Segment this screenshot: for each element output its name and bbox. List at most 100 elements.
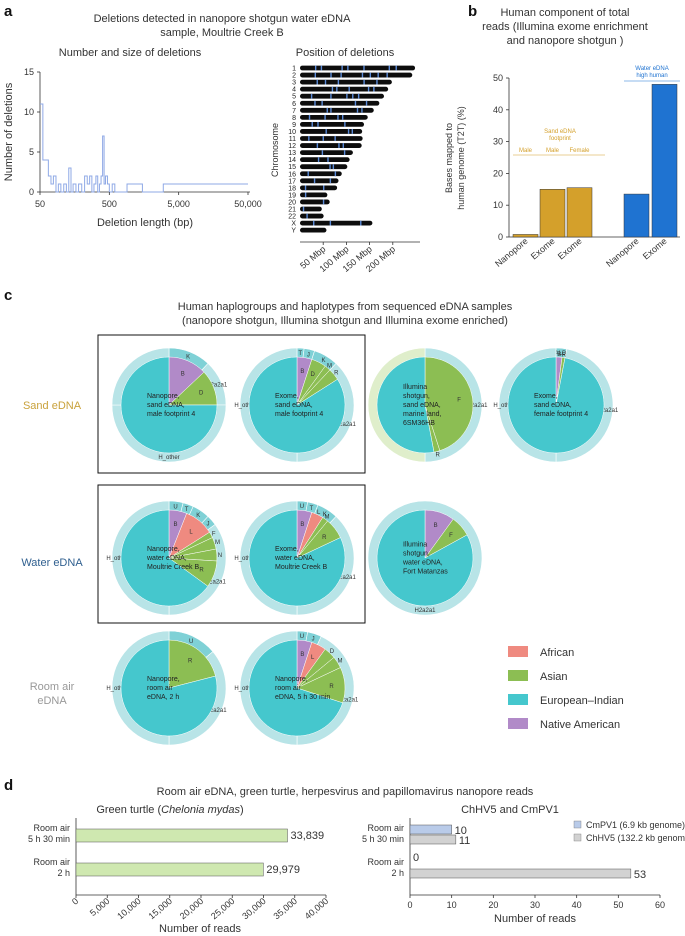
legend-chhv-label: ChHV5 (132.2 kb genome) — [586, 833, 685, 843]
outer-slice-label: J — [312, 637, 315, 643]
pie-sample-label: Exome, — [275, 546, 299, 553]
pie-sample-label: shotgun, — [403, 551, 430, 558]
outer-slice-label: H2a2a1 — [206, 382, 228, 388]
inner-slice-label: R — [334, 370, 339, 376]
deletion-marker — [329, 164, 331, 170]
pie-sample-label: Nanopore, — [147, 546, 180, 553]
water-group-label-1: Water eDNA — [635, 66, 668, 72]
pie-sample-label: Nanopore, — [275, 676, 308, 683]
inner-slice-label: R — [188, 659, 193, 665]
hist-y-tick-label: 0 — [29, 187, 34, 197]
inner-slice-label: B — [434, 523, 438, 529]
haplogroup-pie: U T K H2a2a1 H_other B LM R Exome, water eDNA, Mou… — [234, 500, 357, 616]
deletion-marker — [329, 220, 332, 226]
pie-sample-label: sand eDNA, — [403, 402, 441, 409]
virus-x-tick-label: 30 — [530, 900, 540, 910]
inner-haplogroup-slice — [120, 356, 218, 454]
chromosome-label: 22 — [288, 214, 296, 221]
virus-bar-value: 11 — [459, 835, 470, 847]
barb-sublabel: Female — [569, 148, 590, 154]
inner-slice-label: R — [199, 568, 204, 574]
outer-slice-label: H2a2a1 — [597, 408, 619, 414]
deletion-marker — [306, 213, 308, 219]
outer-slice-label: K — [321, 358, 325, 364]
chromosome-label: 14 — [288, 157, 296, 164]
deletion-marker — [321, 100, 323, 106]
turtle-cat-5h-line2: 5 h 30 min — [28, 834, 70, 844]
barb-category-label: Exome — [641, 236, 669, 262]
water-nanopore-exome-box — [97, 484, 366, 624]
deletion-marker — [308, 114, 311, 120]
outer-slice-label: K — [186, 355, 190, 361]
turtle-x-tick-label: 35,000 — [272, 896, 300, 921]
virus-x-tick-label: 60 — [655, 900, 665, 910]
haplogroup-legend: African Asian European–Indian Native Ame… — [508, 646, 624, 731]
legend-native-label: Native American — [540, 719, 620, 731]
outer-slice-label: H2a2a1 — [414, 608, 436, 614]
deletion-length-histogram-line — [40, 103, 248, 193]
barb-y-label-line2: human genome (T2T) (%) — [456, 106, 466, 210]
outer-slice-label: K — [196, 513, 200, 519]
chromosome-deletion-plot: Chromosome 12345678910111213141516171819… — [270, 65, 420, 274]
outer-slice-label: J — [307, 352, 310, 358]
chromosome-bar — [300, 93, 384, 99]
chromosome-label: 19 — [288, 192, 296, 199]
inner-slice-label: M — [324, 515, 329, 521]
deletion-marker — [347, 65, 349, 71]
histogram-title: Number and size of deletions — [59, 47, 202, 59]
pie-sample-label: Nanopore, — [147, 393, 180, 400]
turtle-bar — [75, 828, 288, 843]
outer-slice-label: H_other — [106, 686, 127, 692]
virus-bar-value: 10 — [455, 825, 467, 837]
deletion-marker — [338, 143, 340, 148]
turtle-cat-2h-line2: 2 h — [57, 868, 70, 878]
inner-slice-label: R — [562, 353, 567, 359]
virus-x-tick-label: 10 — [447, 900, 457, 910]
pie-sample-label: Exome, — [534, 393, 558, 400]
outer-slice-label: H_other — [234, 403, 255, 409]
chromosome-bar — [300, 213, 324, 219]
inner-slice-label: F — [457, 398, 461, 404]
deletion-marker — [354, 100, 357, 106]
deletion-marker — [302, 206, 305, 212]
panel-label-c: c — [4, 287, 12, 304]
row-label-air-2: eDNA — [37, 695, 67, 707]
pie-sample-label: room air — [275, 685, 301, 692]
inner-slice-label: B — [300, 652, 304, 658]
chromosome-label: 10 — [288, 129, 296, 136]
inner-slice-label: L — [317, 510, 321, 516]
deletion-marker — [344, 122, 346, 127]
outer-slice-label: H_other — [106, 556, 127, 562]
barb-y-tick-label: 0 — [498, 232, 503, 242]
deletion-marker — [377, 72, 379, 78]
inner-slice-label: F — [449, 533, 453, 539]
outer-slice-label: U — [173, 504, 177, 510]
inner-slice-label: R — [322, 535, 327, 541]
virus-x-tick-label: 0 — [407, 900, 412, 910]
inner-haplogroup-slice — [248, 509, 346, 607]
deletion-marker — [337, 114, 339, 120]
inner-haplogroup-slice — [376, 356, 435, 454]
inner-slice-label: D — [311, 372, 316, 378]
inner-haplogroup-slice — [424, 356, 474, 451]
panel-c-title-line1: Human haplogroups and haplotypes from se… — [178, 301, 513, 313]
deletion-marker — [317, 157, 320, 163]
legend-euro-label: European–Indian — [540, 695, 624, 707]
chromosome-bar — [300, 79, 392, 85]
pie-sample-label: Fort Matanzas — [403, 569, 448, 576]
deletion-marker — [332, 164, 335, 170]
barb-bar — [539, 189, 566, 238]
outer-slice-label: H2a2a1 — [206, 708, 228, 714]
chromosome-bar — [300, 122, 365, 127]
outer-slice-label: JALDF — [552, 351, 571, 357]
barb-bar — [566, 187, 593, 238]
panel-a-title-line1: Deletions detected in nanopore shotgun w… — [94, 13, 351, 25]
turtle-x-tick-label: 20,000 — [178, 896, 206, 921]
deletion-marker — [348, 86, 350, 92]
deletion-marker — [340, 72, 342, 78]
row-label-air-1: Room air — [30, 681, 75, 693]
pie-sample-label: sand eDNA, — [147, 402, 185, 409]
deletion-marker — [323, 185, 325, 191]
chromosome-label: 18 — [288, 185, 296, 192]
virus-chart-title: ChHV5 and CmPV1 — [461, 804, 559, 816]
